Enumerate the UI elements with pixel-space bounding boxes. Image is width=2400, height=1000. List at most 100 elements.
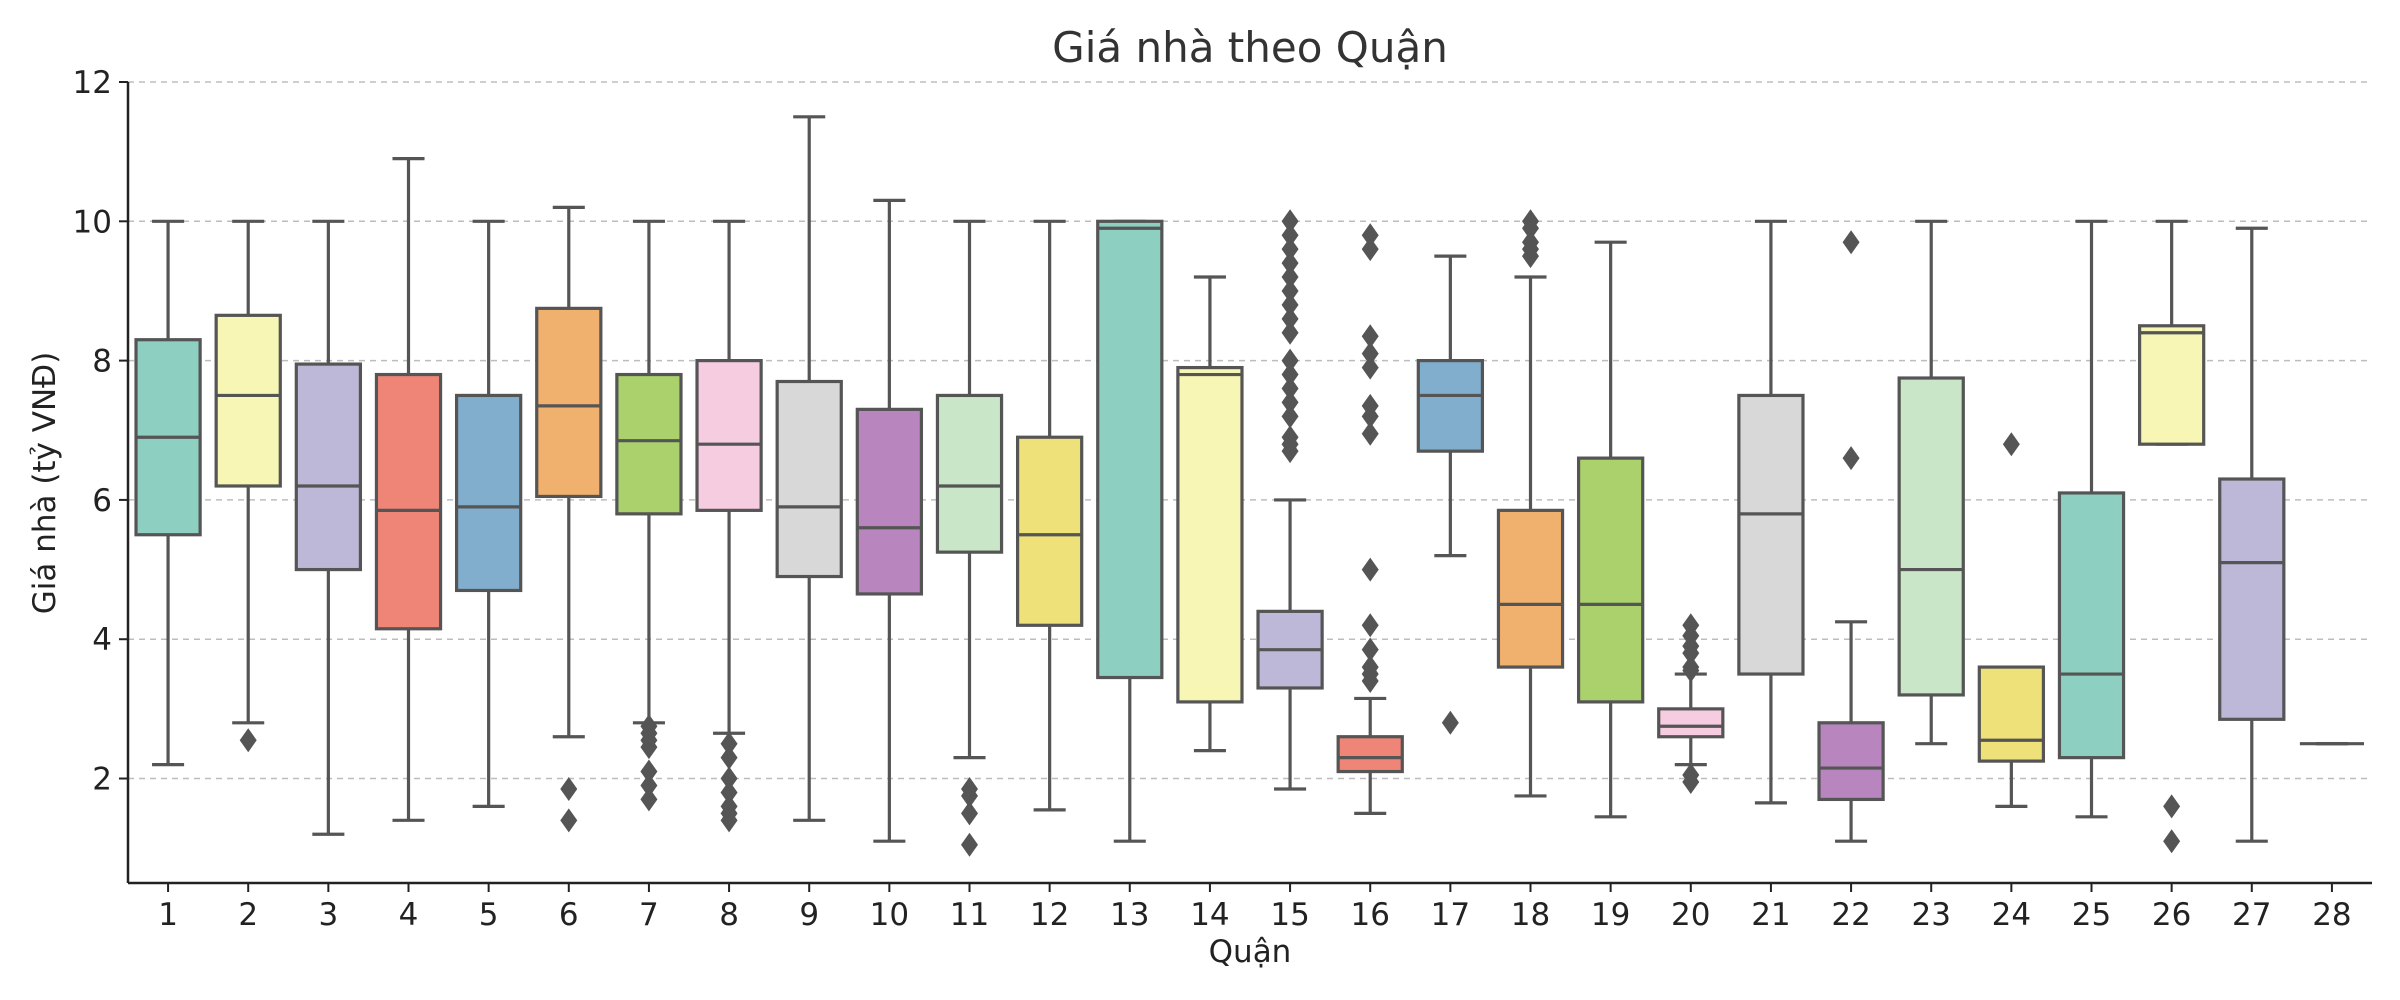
outlier-15-8 [1281, 320, 1299, 345]
outlier-16-4 [1361, 355, 1379, 380]
outlier-16-0 [1361, 223, 1379, 248]
y-tick-label-4: 4 [92, 622, 112, 658]
box-18 [1496, 508, 1565, 669]
box-4 [374, 372, 443, 631]
box-group-16 [1336, 223, 1404, 815]
outlier-16-9 [1361, 613, 1379, 638]
x-tick-label-11: 11 [950, 897, 989, 933]
box-6 [535, 306, 603, 499]
outlier-8-6 [720, 808, 738, 833]
box-group-5 [454, 219, 523, 808]
outlier-15-5 [1281, 278, 1299, 303]
x-tick-label-25: 25 [2072, 897, 2111, 933]
box-16 [1336, 735, 1404, 774]
box-23 [1897, 376, 1965, 697]
box-group-2 [214, 219, 282, 753]
box-24 [1977, 665, 2046, 763]
outlier-15-11 [1281, 376, 1299, 401]
outlier-8-1 [720, 745, 738, 770]
outlier-2-0 [239, 728, 257, 753]
x-tick-label-6: 6 [559, 897, 579, 933]
outlier-15-16 [1281, 439, 1299, 464]
box-group-22 [1817, 230, 1885, 843]
chart-title: Giá nhà theo Quận [1052, 23, 1448, 72]
x-tick-label-18: 18 [1511, 897, 1550, 933]
box-11 [935, 393, 1004, 554]
x-tick-label-20: 20 [1671, 897, 1710, 933]
x-tick-label-14: 14 [1190, 897, 1229, 933]
outlier-16-3 [1361, 341, 1379, 366]
x-tick-label-1: 1 [158, 897, 178, 933]
box-22 [1817, 721, 1885, 802]
outlier-20-5 [1682, 658, 1700, 683]
outlier-15-6 [1281, 292, 1299, 317]
outlier-8-2 [720, 766, 738, 791]
x-tick-label-21: 21 [1751, 897, 1790, 933]
outlier-15-12 [1281, 390, 1299, 415]
y-tick-label-10: 10 [73, 204, 112, 240]
outlier-26-1 [2163, 829, 2181, 854]
box-group-11 [935, 219, 1004, 857]
box-group-20 [1657, 613, 1725, 795]
outlier-16-2 [1361, 324, 1379, 349]
x-tick-label-28: 28 [2312, 897, 2351, 933]
box-group-9 [775, 115, 843, 822]
box-25 [2057, 491, 2126, 760]
x-tick-label-27: 27 [2232, 897, 2271, 933]
x-tick-label-7: 7 [639, 897, 659, 933]
outlier-15-0 [1281, 209, 1299, 234]
outlier-8-0 [720, 731, 738, 756]
box-10 [855, 407, 924, 596]
y-tick-label-6: 6 [92, 483, 112, 519]
outlier-15-7 [1281, 306, 1299, 331]
box-2 [214, 313, 282, 488]
box-14 [1176, 365, 1244, 704]
box-group-17 [1416, 254, 1485, 735]
outlier-26-0 [2163, 794, 2181, 819]
outlier-11-1 [961, 783, 978, 808]
box-group-26 [2137, 219, 2206, 854]
outlier-16-1 [1361, 237, 1379, 262]
x-tick-label-16: 16 [1350, 897, 1389, 933]
outlier-18-4 [1522, 244, 1539, 269]
x-tick-label-19: 19 [1591, 897, 1630, 933]
outlier-15-3 [1281, 251, 1299, 276]
box-group-6 [535, 205, 603, 833]
outlier-7-6 [640, 787, 658, 812]
box-group-3 [294, 219, 363, 836]
box-13 [1096, 219, 1164, 680]
outlier-7-5 [640, 773, 658, 798]
outlier-11-2 [961, 801, 978, 826]
outlier-16-13 [1361, 669, 1379, 694]
box-group-15 [1256, 209, 1324, 791]
x-tick-label-26: 26 [2152, 897, 2191, 933]
outlier-7-3 [640, 735, 658, 760]
x-tick-label-9: 9 [799, 897, 819, 933]
boxes [134, 115, 2364, 857]
box-group-18 [1496, 209, 1565, 798]
outlier-16-7 [1361, 421, 1379, 446]
outlier-15-4 [1281, 265, 1299, 290]
outlier-18-1 [1522, 216, 1539, 241]
box-group-7 [615, 219, 683, 812]
x-tick-label-2: 2 [238, 897, 258, 933]
box-5 [454, 393, 523, 593]
outlier-15-9 [1281, 348, 1299, 373]
x-axis-label: Quận [1209, 934, 1292, 970]
y-tick-label-12: 12 [73, 65, 112, 101]
x-tick-label-12: 12 [1030, 897, 1069, 933]
x-tick-label-8: 8 [719, 897, 739, 933]
axes [126, 82, 2372, 885]
outlier-8-3 [720, 780, 738, 805]
box-group-8 [695, 219, 763, 833]
y-tick-label-8: 8 [92, 344, 112, 380]
box-group-25 [2057, 219, 2126, 819]
y-tick-label-2: 2 [92, 762, 112, 798]
x-tick-label-22: 22 [1831, 897, 1870, 933]
box-20 [1657, 707, 1725, 739]
outlier-15-2 [1281, 237, 1299, 262]
box-17 [1416, 359, 1485, 453]
box-group-13 [1096, 219, 1164, 843]
box-group-14 [1176, 275, 1244, 753]
outlier-17-0 [1441, 710, 1459, 735]
